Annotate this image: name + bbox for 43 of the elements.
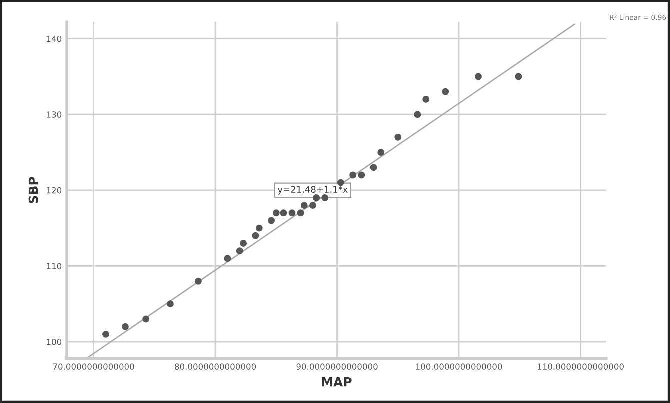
x-tick-label: 100.0000000000000 [416,364,502,370]
y-tick-label: 140 [47,36,62,42]
point [268,217,276,224]
x-tick-label: 70.0000000000000 [53,364,134,370]
point [515,73,522,80]
point [272,210,280,217]
y-tick-label: 100 [47,338,62,346]
point [337,179,344,186]
point [309,202,316,210]
x-axis-title: MAP [322,378,352,387]
point [414,111,422,118]
point [167,300,174,308]
point [256,224,263,232]
point [240,240,248,247]
point [378,149,385,156]
point [280,210,288,217]
point [300,202,308,210]
point [288,210,296,217]
point [394,134,402,141]
point [236,248,244,255]
point [370,164,378,172]
point [297,210,304,217]
y-tick-label: 130 [47,112,62,118]
point [224,255,232,262]
x-tick-label: 110.0000000000000 [538,364,624,370]
point [102,330,110,338]
point [358,172,366,179]
annotation: y=21.48+1.1*x [278,186,348,195]
point [252,232,260,240]
point [122,323,129,330]
y-tick-label: 110 [47,263,62,270]
x-tick-label: 80.0000000000000 [175,364,256,370]
point [313,194,320,202]
point [442,88,450,96]
point [475,73,482,80]
y-tick-label: 120 [47,187,62,194]
point [142,316,150,323]
point [322,194,329,202]
point [195,278,202,285]
y-axis-title: SBP [28,177,38,204]
point [422,96,430,103]
point [350,172,357,179]
x-tick-label: 90.0000000000000 [296,364,378,370]
